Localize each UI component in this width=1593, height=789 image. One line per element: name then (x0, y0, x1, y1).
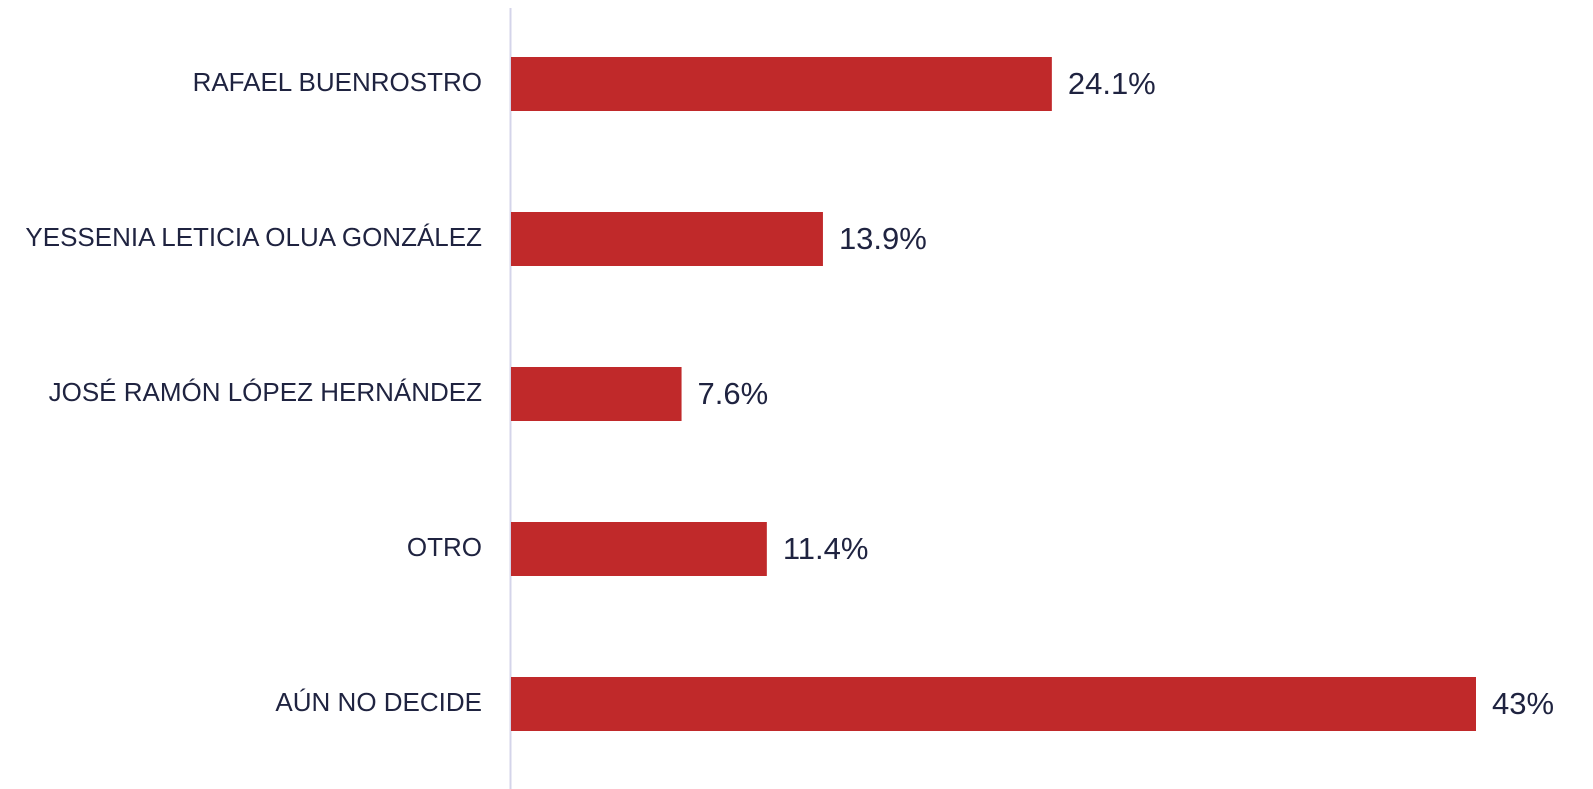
value-label: 11.4% (783, 531, 869, 566)
value-label: 43% (1492, 686, 1554, 721)
category-label: OTRO (407, 532, 482, 562)
bar (511, 57, 1052, 111)
value-label: 13.9% (839, 221, 927, 256)
category-label: AÚN NO DECIDE (275, 687, 482, 717)
bar (511, 677, 1476, 731)
value-label: 7.6% (698, 376, 769, 411)
bar (511, 212, 823, 266)
value-label: 24.1% (1068, 66, 1156, 101)
bar (511, 522, 767, 576)
category-label: JOSÉ RAMÓN LÓPEZ HERNÁNDEZ (49, 377, 483, 407)
category-label: YESSENIA LETICIA OLUA GONZÁLEZ (25, 222, 482, 252)
bar (511, 367, 682, 421)
category-label: RAFAEL BUENROSTRO (193, 67, 482, 97)
